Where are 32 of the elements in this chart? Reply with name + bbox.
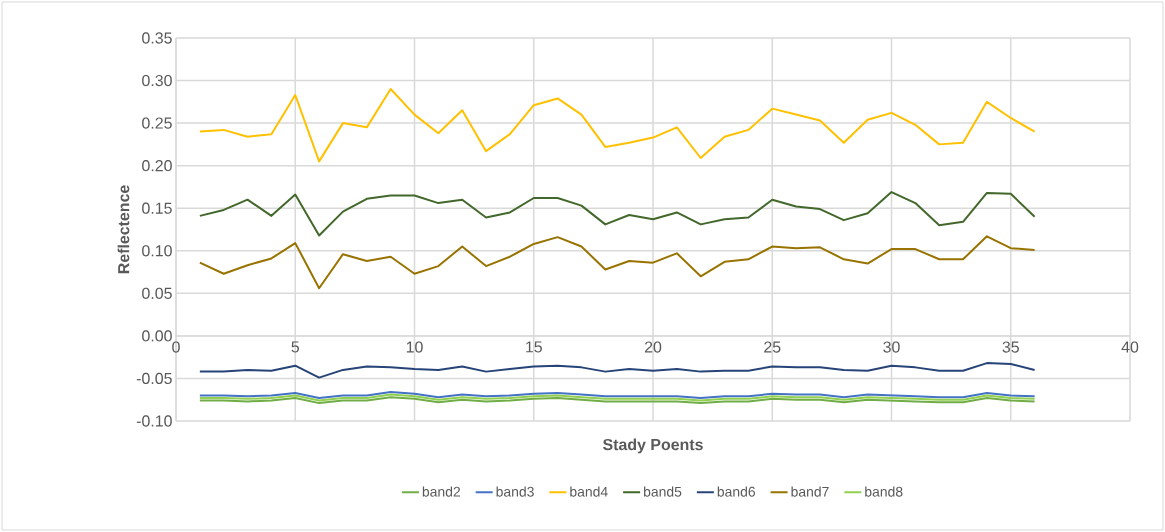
x-tick-label: 15: [526, 341, 542, 353]
y-tick-label: 0.00: [142, 330, 172, 342]
line-series: [198, 191, 1036, 237]
x-tick-label: 25: [764, 341, 781, 353]
y-tick-label: 0.10: [142, 245, 172, 257]
legend-label: band2: [422, 486, 460, 497]
line-series: [198, 88, 1036, 163]
legend-label: band6: [717, 486, 756, 497]
x-tick-label: 35: [1002, 341, 1019, 353]
x-tick-label: 30: [883, 341, 900, 353]
x-tick-label: 10: [406, 341, 423, 353]
legend-label: band5: [644, 486, 682, 497]
x-tick-label: 5: [291, 341, 300, 353]
y-tick-label: 0.20: [142, 160, 172, 172]
y-tick-label: -0.10: [136, 415, 172, 427]
y-axis-title: Reflectence: [117, 185, 130, 274]
x-tick-label: 40: [1121, 341, 1139, 353]
y-tick-label: 0.35: [142, 32, 172, 44]
legend-label: band8: [865, 486, 903, 497]
y-tick-label: -0.05: [136, 372, 172, 385]
x-tick-label: 0: [172, 341, 180, 353]
line-series: [198, 362, 1036, 379]
legend-label: band4: [570, 486, 608, 497]
legend-label: band3: [496, 486, 534, 497]
x-tick-label: 20: [644, 341, 662, 353]
y-tick-label: 0.05: [142, 287, 172, 299]
y-tick-label: 0.30: [142, 74, 172, 87]
x-axis-title: Stady Poents: [602, 438, 703, 454]
y-tick-label: 0.15: [142, 202, 172, 214]
legend-label: band7: [791, 486, 829, 497]
line-series: [198, 235, 1036, 290]
y-tick-label: 0.25: [142, 117, 172, 129]
